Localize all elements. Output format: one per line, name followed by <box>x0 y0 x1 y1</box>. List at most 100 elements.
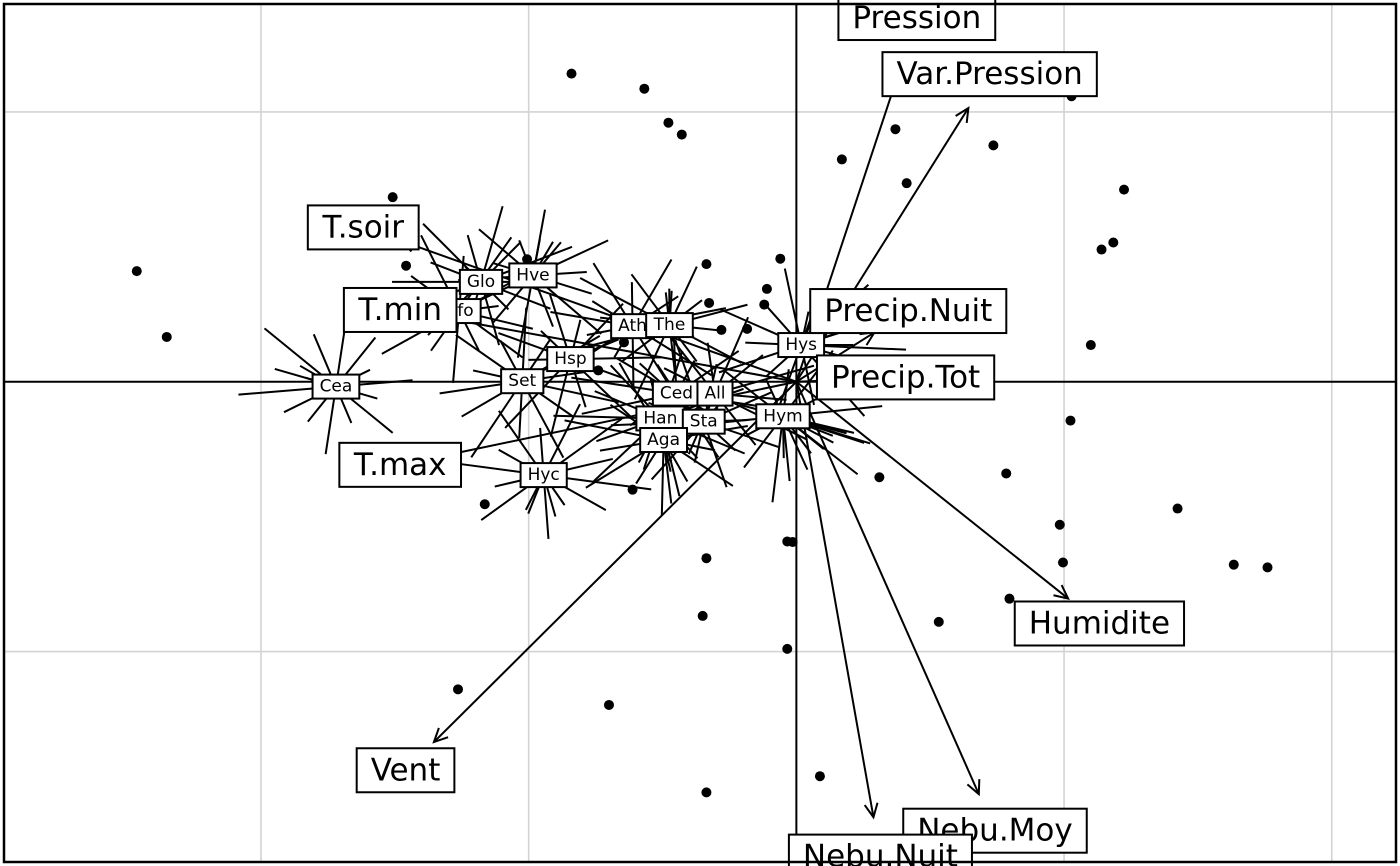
observation-point <box>1054 519 1065 530</box>
species-label: All <box>704 384 725 404</box>
observation-point <box>603 699 614 710</box>
species-label: Hve <box>516 265 549 285</box>
variable-label-box-group: T.soir <box>306 204 420 251</box>
variable-label-box <box>809 288 1008 335</box>
variable-label-box <box>1013 600 1186 647</box>
species-label: Hym <box>763 406 802 426</box>
variable-label: Precip.Tot <box>831 359 980 395</box>
variable-arrowhead <box>432 727 449 744</box>
observation-point <box>701 553 712 564</box>
species-label-box <box>508 262 558 289</box>
variable-label: Precip.Nuit <box>824 293 992 329</box>
variable-label-box-group: Pression <box>837 0 997 42</box>
species-spokes <box>238 205 907 540</box>
observation-point <box>1004 593 1015 604</box>
species-label-box <box>546 346 595 373</box>
observation-point <box>716 324 727 335</box>
observation-point <box>676 129 687 140</box>
variable-label-box-group: Humidite <box>1013 600 1186 647</box>
variable-label-box <box>342 286 458 333</box>
variable-label: T.max <box>353 447 447 483</box>
observation-point <box>782 643 793 654</box>
observation-point <box>566 68 577 79</box>
species-label-box-group: Han <box>635 405 686 432</box>
variable-label-box <box>338 441 463 488</box>
observation-point <box>814 771 825 782</box>
observation-point <box>697 610 708 621</box>
observation-point <box>479 499 490 510</box>
variable-arrow <box>439 316 797 383</box>
species-spoke <box>771 416 784 503</box>
species-label: The <box>653 315 686 335</box>
variable-arrowhead <box>955 106 970 124</box>
species-label-box-group: Ced <box>651 380 702 407</box>
observation-point <box>874 472 885 483</box>
species-label: Han <box>643 408 677 428</box>
variable-arrowhead <box>1053 584 1070 600</box>
observation-point <box>387 192 398 203</box>
variable-arrow <box>400 239 797 383</box>
variable-label-box <box>837 0 997 42</box>
observation-point <box>933 616 944 627</box>
observation-point <box>627 484 638 495</box>
variable-label-box-group: Var.Pression <box>881 51 1098 98</box>
observation-point <box>701 787 712 798</box>
species-label-box-group: Set <box>500 368 545 395</box>
variable-arrow <box>795 380 1069 600</box>
species-label: Sta <box>690 412 718 432</box>
observation-point <box>759 299 770 310</box>
variable-label-box <box>902 807 1088 854</box>
species-label-box-group: Hyc <box>519 462 568 489</box>
species-label: Set <box>508 371 536 391</box>
observation-point <box>1085 340 1096 351</box>
observation-point <box>618 337 629 348</box>
variable-arrow <box>433 381 798 743</box>
species-label-box-group: Hys <box>777 332 826 359</box>
observation-point <box>787 537 798 548</box>
observation-point <box>890 124 901 135</box>
variable-label: Pression <box>852 0 981 36</box>
species-label-box <box>458 268 504 295</box>
species-label-box-group: Cea <box>311 373 361 400</box>
grid <box>4 4 1396 862</box>
variable-arrowhead <box>859 331 877 346</box>
observation-point <box>401 260 412 271</box>
species-label-box <box>696 380 734 407</box>
species-label: Aga <box>647 430 680 450</box>
variable-label-box <box>815 354 996 401</box>
species-label-box <box>500 368 545 395</box>
species-label-box-group: Aga <box>639 427 689 454</box>
observation-point <box>131 266 142 277</box>
observation-point <box>639 83 650 94</box>
species-label-box-group: The <box>645 312 694 339</box>
observation-point <box>988 140 999 151</box>
variable-label-box-group: T.min <box>342 286 458 333</box>
variable-label-box <box>881 51 1098 98</box>
variable-label-box-group: Nebu.Moy <box>902 807 1088 854</box>
variable-arrow <box>439 380 797 458</box>
species-label-box-group: Hym <box>755 403 811 430</box>
observation-point <box>704 297 715 308</box>
variable-label: Humidite <box>1029 605 1170 641</box>
species-label-box <box>519 462 568 489</box>
variable-label: Var.Pression <box>896 56 1082 92</box>
observation-point <box>1228 559 1239 570</box>
variable-label: T.soir <box>321 209 404 245</box>
variable-label: T.min <box>357 292 442 328</box>
variable-arrow <box>795 381 980 795</box>
species-label-box <box>777 332 826 359</box>
variable-arrow <box>795 381 875 818</box>
variable-label-box-group: Vent <box>355 747 456 794</box>
species-label: Ath <box>618 316 647 336</box>
observation-point <box>1108 237 1119 248</box>
species-label-box-group: Glo <box>458 268 504 295</box>
observation-point <box>663 117 674 128</box>
observation-point <box>1065 415 1076 426</box>
variable-label-box <box>355 747 456 794</box>
observation-point <box>522 254 533 265</box>
species-label-box-group: Sta <box>681 408 726 435</box>
observation-point <box>701 259 712 270</box>
observation-point <box>1172 503 1183 514</box>
